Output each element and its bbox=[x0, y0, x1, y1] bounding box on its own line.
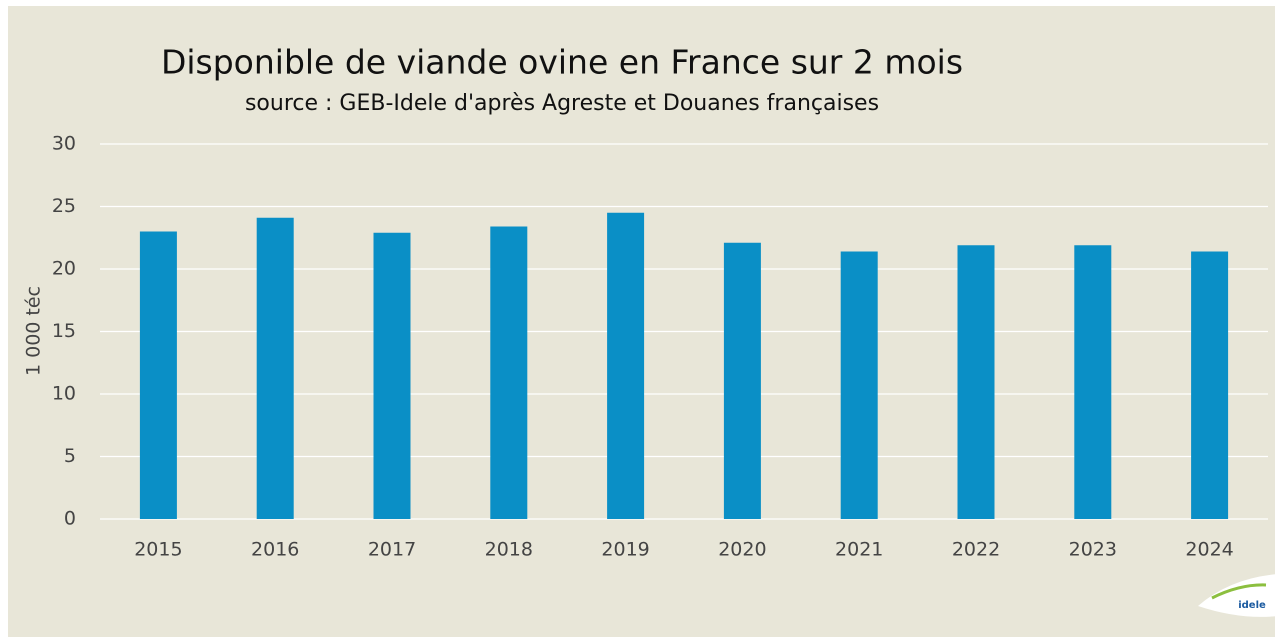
bar bbox=[256, 217, 294, 519]
y-tick-label: 25 bbox=[52, 195, 76, 217]
bar bbox=[607, 212, 645, 519]
bar bbox=[957, 245, 995, 519]
bar bbox=[840, 251, 878, 519]
chart-title: Disponible de viande ovine en France sur… bbox=[161, 43, 963, 82]
x-tick-label: 2018 bbox=[485, 539, 533, 561]
bar bbox=[1074, 245, 1112, 519]
y-tick-label: 0 bbox=[64, 508, 76, 530]
y-tick-label: 30 bbox=[52, 133, 76, 155]
logo-text: idele bbox=[1238, 600, 1266, 611]
bar bbox=[1191, 251, 1229, 519]
x-tick-label: 2017 bbox=[368, 539, 416, 561]
bar bbox=[490, 226, 528, 519]
logo-swoosh bbox=[1211, 583, 1267, 600]
chart-subtitle: source : GEB-Idele d'après Agreste et Do… bbox=[245, 91, 879, 116]
x-tick-label: 2015 bbox=[134, 539, 182, 561]
y-tick-label: 15 bbox=[52, 320, 76, 342]
y-tick-label: 5 bbox=[64, 445, 76, 467]
x-tick-label: 2016 bbox=[251, 539, 299, 561]
x-tick-label: 2022 bbox=[952, 539, 1000, 561]
y-axis-label: 1 000 téc bbox=[23, 286, 45, 376]
y-tick-label: 10 bbox=[52, 383, 76, 405]
bar bbox=[139, 231, 177, 519]
x-tick-label: 2023 bbox=[1069, 539, 1117, 561]
bar bbox=[723, 242, 761, 519]
x-tick-label: 2020 bbox=[718, 539, 766, 561]
x-tick-label: 2021 bbox=[835, 539, 883, 561]
x-tick-label: 2024 bbox=[1185, 539, 1233, 561]
x-tick-label: 2019 bbox=[601, 539, 649, 561]
y-tick-label: 20 bbox=[52, 258, 76, 280]
bar bbox=[373, 232, 411, 519]
logo: idele bbox=[1198, 574, 1278, 617]
